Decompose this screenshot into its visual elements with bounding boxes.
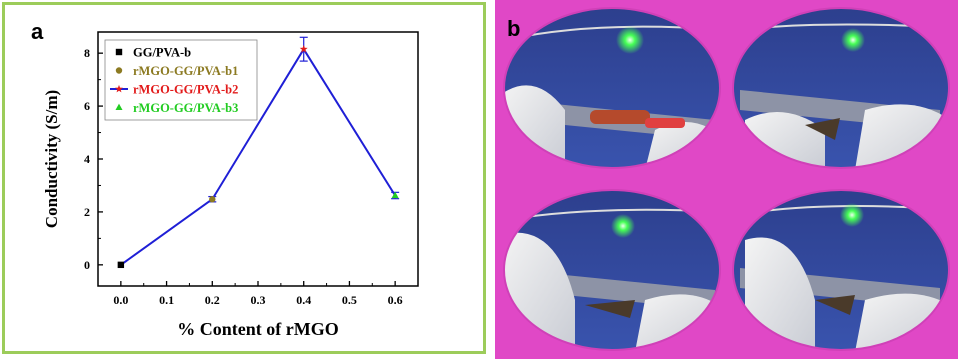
panel-a: a 0.0 0.1 0.2 0.3 0.4 0.5 0.6 0 2 4 6 8 % Content of… bbox=[2, 2, 486, 354]
y-tick-label: 4 bbox=[84, 152, 90, 166]
legend-label: rMGO-GG/PVA-b2 bbox=[133, 83, 238, 97]
legend-label: GG/PVA-b bbox=[133, 46, 191, 60]
legend-label: rMGO-GG/PVA-b1 bbox=[133, 64, 238, 78]
x-tick-label: 0.3 bbox=[251, 293, 266, 307]
led-circuit-photo-top-left bbox=[504, 8, 720, 168]
data-point-rmgo-gg-pva-b3 bbox=[391, 191, 399, 199]
y-tick-label: 8 bbox=[84, 46, 90, 60]
panel-b-letter: b bbox=[507, 16, 521, 41]
x-tick-label: 0.1 bbox=[159, 293, 174, 307]
legend-label: rMGO-GG/PVA-b3 bbox=[133, 101, 238, 115]
led-photo-grid bbox=[503, 7, 950, 351]
x-tick-label: 0.4 bbox=[296, 293, 311, 307]
y-axis-label: Conductivity (S/m) bbox=[42, 90, 61, 228]
x-tick-label: 0.2 bbox=[205, 293, 220, 307]
x-axis-label: % Content of rMGO bbox=[177, 319, 338, 339]
data-point-gg-pva-b bbox=[117, 261, 125, 269]
panel-b: b bbox=[495, 0, 958, 359]
conductivity-chart: 0.0 0.1 0.2 0.3 0.4 0.5 0.6 0 2 4 6 8 % Content of r… bbox=[42, 31, 419, 339]
panel-a-letter: a bbox=[31, 19, 44, 44]
x-tick-label: 0.0 bbox=[113, 293, 128, 307]
x-tick-label: 0.5 bbox=[342, 293, 357, 307]
legend-marker bbox=[115, 48, 123, 56]
y-tick-label: 2 bbox=[84, 205, 90, 219]
legend-marker bbox=[115, 84, 123, 93]
legend-marker bbox=[115, 103, 123, 111]
y-tick-label: 0 bbox=[84, 258, 90, 272]
data-point-rmgo-gg-pva-b2 bbox=[299, 45, 308, 53]
series-connecting-line bbox=[120, 47, 396, 266]
x-tick-label: 0.6 bbox=[388, 293, 403, 307]
y-tick-label: 6 bbox=[84, 99, 90, 113]
legend-box bbox=[104, 39, 258, 121]
led-circuit-photo-bottom-right bbox=[733, 190, 949, 350]
led-circuit-photo-top-right bbox=[733, 8, 949, 168]
legend-marker bbox=[115, 67, 123, 74]
data-point-rmgo-gg-pva-b1 bbox=[209, 196, 216, 203]
led-circuit-photo-bottom-left bbox=[504, 190, 720, 350]
